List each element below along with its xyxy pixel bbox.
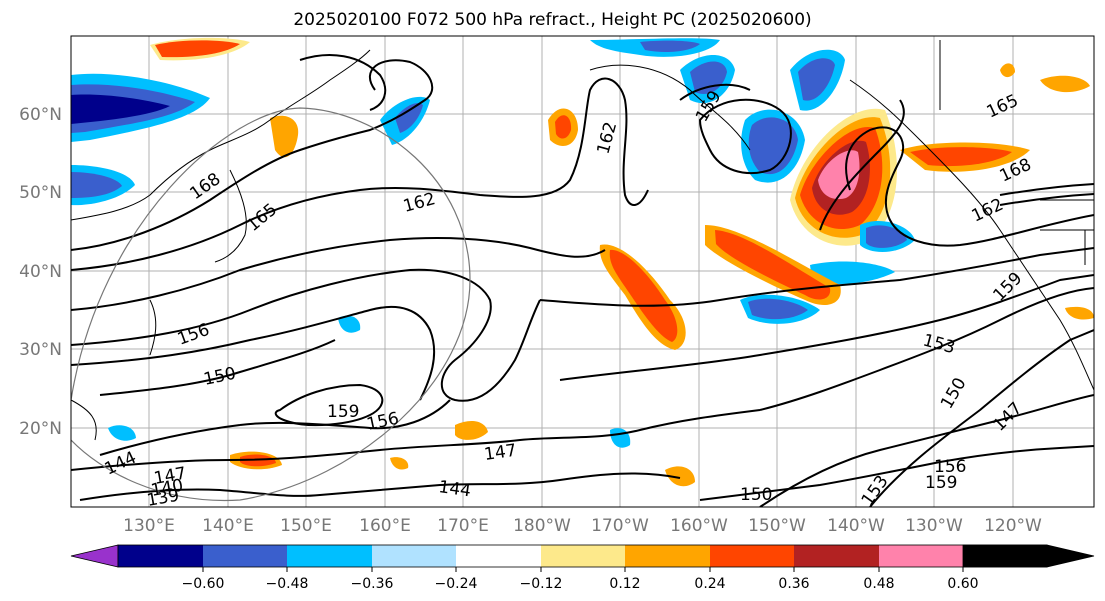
lon-label: 180°W	[513, 516, 571, 536]
colorbar-tick-label: 0.48	[863, 576, 894, 592]
contour-label: 144	[437, 477, 472, 501]
longitude-labels: 130°E 140°E 150°E 160°E 170°E 180°W 170°…	[123, 516, 1042, 536]
colorbar-bin	[456, 545, 541, 567]
refractivity-shading	[71, 37, 1094, 487]
colorbar-tick-label: −0.36	[351, 576, 394, 592]
colorbar-tick-label: 0.12	[609, 576, 640, 592]
lon-label: 140°E	[202, 516, 254, 536]
colorbar-under-arrow	[70, 544, 119, 568]
lat-label: 30°N	[19, 340, 62, 360]
contour-label: 150	[740, 485, 772, 505]
colorbar-bin	[372, 545, 456, 567]
coastlines	[71, 40, 1094, 441]
lat-label: 50°N	[19, 183, 62, 203]
colorbar-tick-label: −0.60	[182, 576, 225, 592]
contour-label: 147	[483, 441, 518, 465]
colorbar-tick-label: −0.48	[266, 576, 309, 592]
colorbar-over-arrow	[962, 544, 1095, 568]
colorbar-bin	[625, 545, 710, 567]
lon-label: 140°W	[827, 516, 885, 536]
colorbar-bin	[203, 545, 287, 567]
colorbar-tick-label: 0.36	[778, 576, 809, 592]
colorbar-tick-label: −0.12	[520, 576, 563, 592]
colorbar-bin	[794, 545, 879, 567]
colorbar-bin	[541, 545, 625, 567]
lat-label: 40°N	[19, 262, 62, 282]
lon-label: 170°E	[437, 516, 489, 536]
latitude-labels: 60°N 50°N 40°N 30°N 20°N	[19, 105, 62, 439]
contour-label: 159	[925, 473, 957, 493]
colorbar-outline	[117, 544, 1048, 568]
lon-label: 170°W	[591, 516, 649, 536]
lon-label: 160°W	[670, 516, 728, 536]
lon-label: 130°W	[905, 516, 963, 536]
map-frame	[70, 35, 1095, 508]
colorbar-tick-label: 0.60	[947, 576, 978, 592]
map-title: 2025020100 F072 500 hPa refract., Height…	[293, 10, 812, 30]
lon-label: 150°E	[280, 516, 332, 536]
lon-label: 120°W	[984, 516, 1042, 536]
contour-label: 159	[327, 402, 359, 422]
lon-label: 130°E	[123, 516, 175, 536]
contour-label: 156	[934, 457, 966, 477]
colorbar-bin	[879, 545, 963, 567]
lon-label: 160°E	[359, 516, 411, 536]
colorbar-ticks	[202, 567, 964, 572]
lat-label: 60°N	[19, 105, 62, 125]
colorbar-tick-label: −0.24	[435, 576, 478, 592]
colorbar-bin	[710, 545, 794, 567]
colorbar-bin	[287, 545, 372, 567]
lat-label: 20°N	[19, 419, 62, 439]
colorbar: −0.60 −0.48 −0.36 −0.24 −0.12 0.12 0.24 …	[70, 544, 1095, 592]
colorbar-tick-label: 0.24	[694, 576, 725, 592]
height-contours	[71, 54, 1094, 507]
colorbar-bin	[118, 545, 203, 567]
reference-arc	[71, 107, 471, 502]
lon-label: 150°W	[748, 516, 806, 536]
